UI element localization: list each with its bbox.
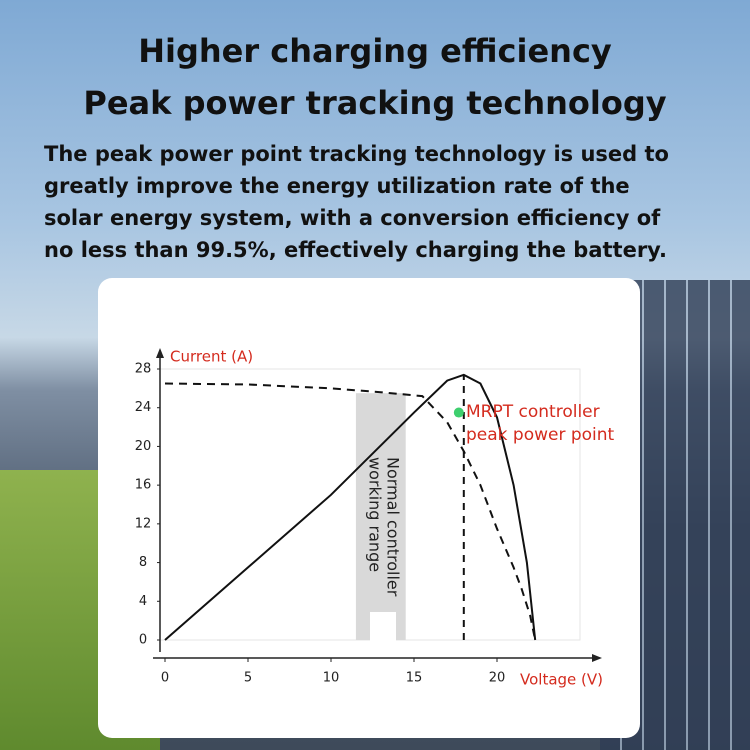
y-tick-label: 24 xyxy=(135,400,152,415)
peak-point xyxy=(453,407,464,418)
x-tick-label: 20 xyxy=(489,671,506,686)
title: Peak power tracking technology xyxy=(83,84,667,122)
x-axis-label: Voltage (V) xyxy=(520,671,603,689)
body-text: no less than 99.5%, effectively charging… xyxy=(44,238,667,262)
y-tick-label: 4 xyxy=(139,594,147,609)
peak-label: MRPT controller xyxy=(466,402,600,422)
body-text: The peak power point tracking technology… xyxy=(44,142,669,166)
y-tick-label: 12 xyxy=(135,516,152,531)
label-box xyxy=(370,612,396,644)
y-tick-label: 16 xyxy=(135,478,152,493)
x-tick-label: 15 xyxy=(406,671,423,686)
x-tick-label: 5 xyxy=(244,671,252,686)
y-tick-label: 0 xyxy=(139,633,147,648)
y-tick-label: 8 xyxy=(139,555,147,570)
title: Higher charging efficiency xyxy=(138,32,612,70)
x-axis-arrow xyxy=(592,654,602,662)
y-axis-label: Current (A) xyxy=(170,348,253,366)
range-label: Normal controller xyxy=(384,457,403,597)
highlight-range xyxy=(355,393,406,640)
y-axis-arrow xyxy=(156,348,164,358)
x-tick-label: 0 xyxy=(161,671,169,686)
body-text: solar energy system, with a conversion e… xyxy=(44,206,661,230)
data-line xyxy=(164,373,537,641)
body-text: greatly improve the energy utilization r… xyxy=(44,174,630,198)
y-tick-label: 20 xyxy=(135,439,152,454)
range-label: working range xyxy=(366,457,385,572)
peak-label: peak power point xyxy=(466,425,615,445)
data-line xyxy=(164,382,537,641)
x-tick-label: 10 xyxy=(323,671,340,686)
y-tick-label: 28 xyxy=(135,362,152,377)
